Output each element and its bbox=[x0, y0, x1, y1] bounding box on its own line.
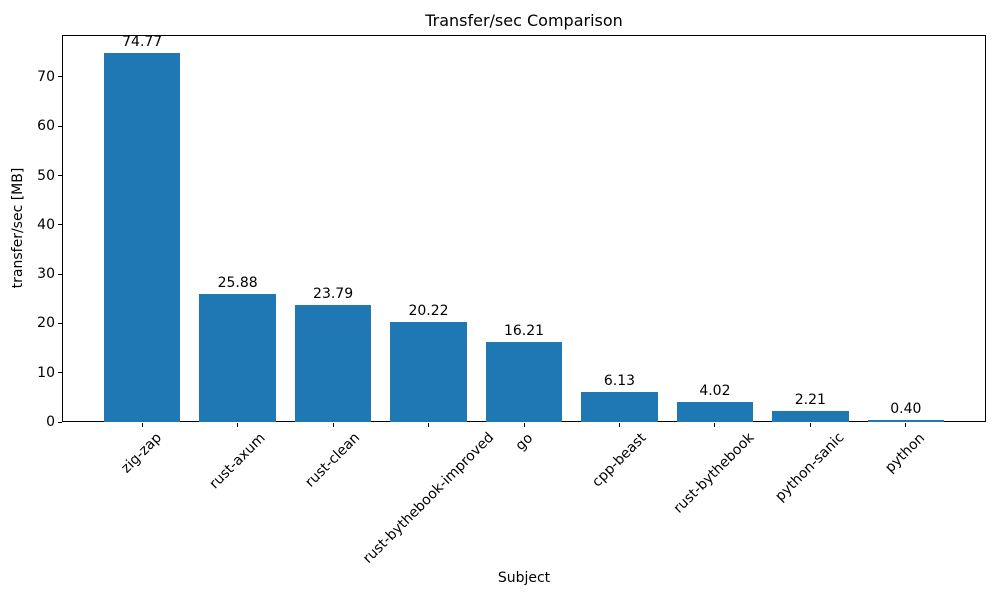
y-tick-label: 50 bbox=[37, 167, 55, 184]
x-tick-label-python-sanic: python-sanic bbox=[772, 429, 848, 506]
bar-rust-axum bbox=[199, 294, 276, 422]
x-tick-mark bbox=[905, 423, 907, 427]
y-tick-mark bbox=[58, 76, 62, 78]
bar-zig-zap bbox=[104, 53, 181, 422]
bar-value-label: 20.22 bbox=[408, 303, 449, 320]
bar-rust-bythebook bbox=[676, 402, 754, 422]
x-axis-label: Subject bbox=[497, 570, 551, 586]
bar-value-label: 25.88 bbox=[217, 275, 258, 292]
y-tick-label: 0 bbox=[46, 414, 55, 430]
x-tick-label-go: go bbox=[512, 429, 536, 454]
x-tick-label-rust-bythebook-improved: rust-bythebook-improved bbox=[359, 429, 497, 568]
chart-title: Transfer/sec Comparison bbox=[425, 11, 623, 30]
bar-value-label: 16.21 bbox=[503, 323, 545, 340]
bar-value-label: 4.02 bbox=[699, 383, 731, 400]
y-tick-label: 30 bbox=[37, 266, 55, 283]
x-tick-mark bbox=[141, 423, 143, 427]
bar-cpp-beast bbox=[581, 391, 658, 422]
x-tick-label-python: python bbox=[882, 429, 929, 476]
bar-value-label: 2.21 bbox=[794, 392, 826, 409]
x-tick-mark bbox=[714, 423, 716, 427]
y-tick-label: 70 bbox=[37, 68, 55, 85]
bar-go bbox=[485, 342, 563, 422]
y-tick-label: 10 bbox=[37, 364, 55, 381]
x-tick-mark bbox=[237, 423, 239, 427]
x-tick-mark bbox=[809, 423, 811, 427]
y-tick-label: 20 bbox=[37, 315, 55, 332]
bar-rust-clean bbox=[294, 304, 372, 422]
y-tick-label: 40 bbox=[37, 216, 55, 233]
x-tick-label-rust-axum: rust-axum bbox=[206, 430, 269, 493]
y-tick-mark bbox=[58, 224, 62, 226]
x-tick-mark bbox=[523, 423, 525, 427]
x-tick-mark bbox=[428, 423, 430, 427]
bar-value-label: 74.77 bbox=[122, 34, 163, 51]
bar-python-sanic bbox=[772, 411, 849, 422]
x-tick-mark bbox=[618, 423, 620, 427]
y-tick-mark bbox=[58, 175, 62, 176]
x-tick-label-cpp-beast: cpp-beast bbox=[589, 429, 650, 491]
bar-value-label: 0.40 bbox=[890, 401, 922, 418]
x-tick-label-zig-zap: zig-zap bbox=[118, 429, 166, 477]
y-tick-mark bbox=[58, 125, 62, 127]
y-tick-mark bbox=[58, 421, 62, 423]
y-tick-mark bbox=[58, 273, 62, 275]
x-tick-label-rust-clean: rust-clean bbox=[302, 429, 364, 491]
x-tick-mark bbox=[332, 423, 334, 427]
bar-python bbox=[867, 420, 944, 422]
x-tick-label-rust-bythebook: rust-bythebook bbox=[671, 430, 758, 517]
y-tick-label: 60 bbox=[37, 118, 55, 135]
y-tick-mark bbox=[58, 322, 62, 324]
bar-value-label: 23.79 bbox=[313, 285, 354, 302]
y-tick-mark bbox=[58, 372, 62, 374]
bar-value-label: 6.13 bbox=[603, 372, 636, 389]
bar-rust-bythebook-improved bbox=[390, 322, 467, 422]
